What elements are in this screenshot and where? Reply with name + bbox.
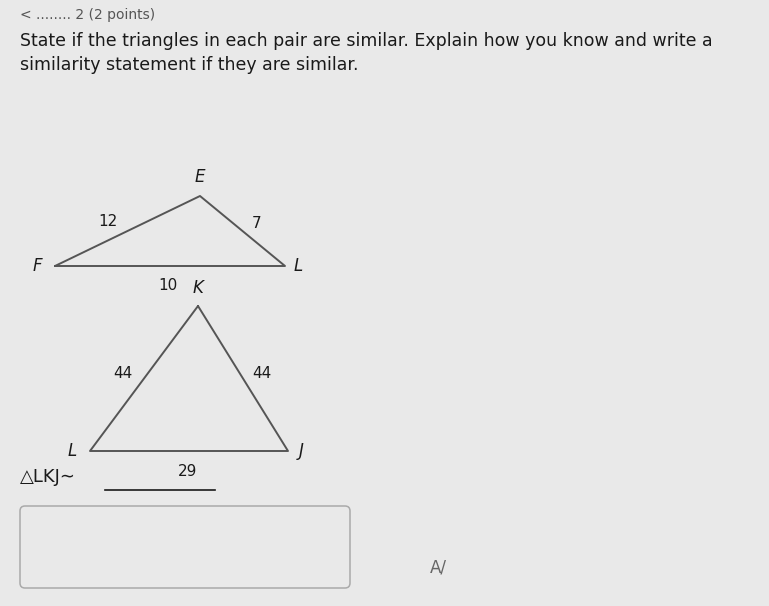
Text: E: E [195, 168, 205, 186]
Text: L: L [68, 442, 77, 460]
Text: K: K [192, 279, 204, 297]
FancyBboxPatch shape [20, 506, 350, 588]
Text: L: L [294, 257, 303, 275]
Text: △LKJ∼: △LKJ∼ [20, 468, 76, 486]
Text: 29: 29 [178, 464, 198, 479]
Text: 12: 12 [98, 213, 118, 228]
Text: State if the triangles in each pair are similar. Explain how you know and write : State if the triangles in each pair are … [20, 32, 713, 73]
Text: J: J [299, 442, 304, 460]
Text: F: F [32, 257, 42, 275]
Text: 44: 44 [113, 367, 132, 382]
Text: 10: 10 [158, 278, 178, 293]
Text: < ........ 2 (2 points): < ........ 2 (2 points) [20, 8, 155, 22]
Text: 7: 7 [252, 216, 261, 231]
Text: A/: A/ [430, 558, 447, 576]
Text: 44: 44 [252, 367, 271, 382]
